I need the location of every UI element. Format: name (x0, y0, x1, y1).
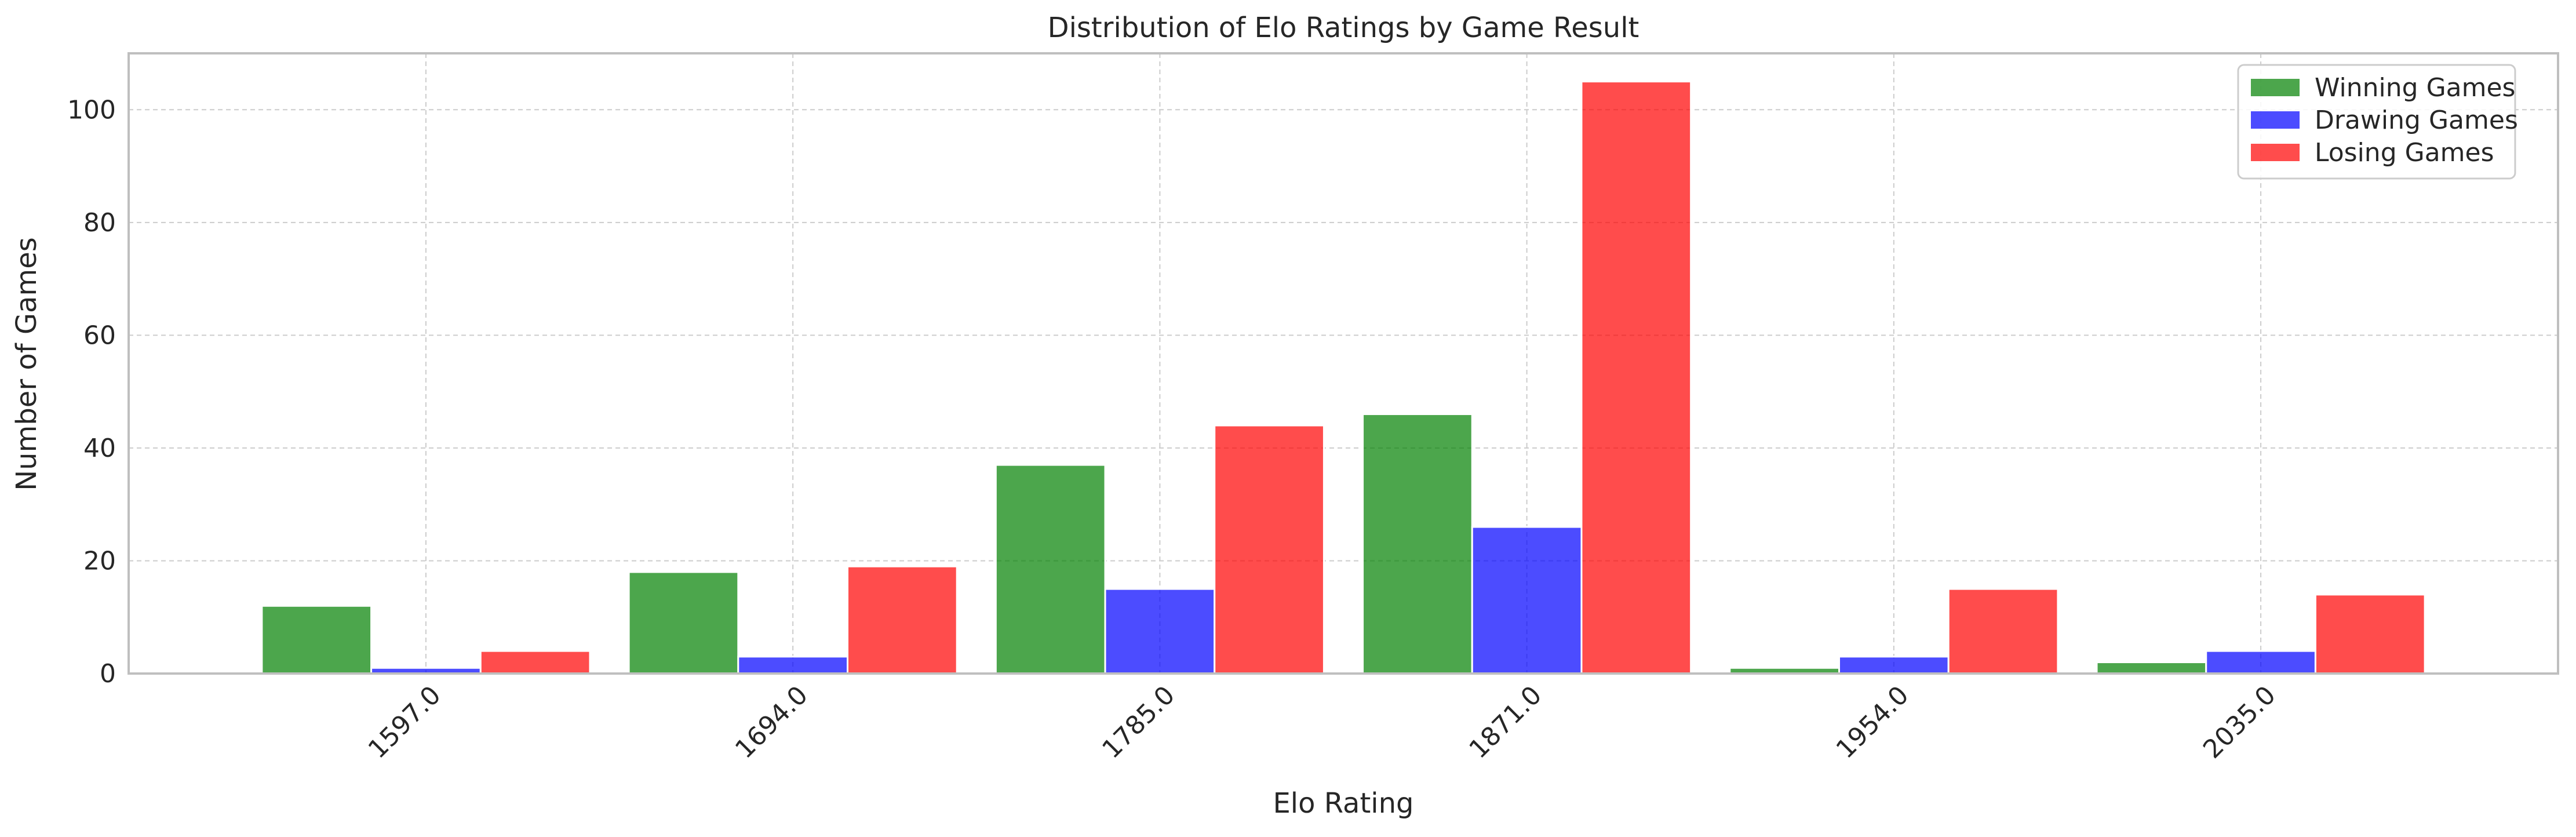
y-tick-label: 60 (83, 321, 116, 350)
x-axis-label: Elo Rating (1273, 787, 1413, 820)
chart-title: Distribution of Elo Ratings by Game Resu… (1048, 12, 1639, 44)
legend-label: Winning Games (2315, 73, 2515, 103)
bar-losing-games (847, 565, 958, 675)
bar-winning-games (2096, 661, 2207, 675)
bar-drawing-games (737, 656, 849, 675)
legend-swatch (2251, 144, 2300, 161)
bar-winning-games (1362, 413, 1473, 675)
y-tick-label: 80 (83, 208, 116, 238)
x-tick-label: 1785.0 (1096, 680, 1180, 765)
x-tick-label: 1871.0 (1463, 680, 1547, 765)
x-tick-label: 2035.0 (2198, 680, 2282, 765)
bar-losing-games (1214, 424, 1325, 675)
y-tick-label: 100 (67, 95, 116, 125)
bar-winning-games (994, 464, 1106, 675)
bar-losing-games (1947, 588, 2059, 675)
y-axis-label: Number of Games (10, 237, 43, 491)
bar-winning-games (261, 605, 373, 675)
x-tick-label: 1597.0 (363, 680, 447, 765)
bar-losing-games (479, 650, 591, 675)
y-tick-label: 0 (100, 659, 116, 689)
legend-swatch (2251, 79, 2300, 96)
bar-winning-games (628, 571, 739, 675)
legend-label: Drawing Games (2315, 105, 2518, 135)
bar-drawing-games (1104, 588, 1216, 675)
y-tick-label: 40 (83, 434, 116, 463)
legend-box (2237, 64, 2516, 180)
legend-swatch (2251, 111, 2300, 129)
x-tick-label: 1694.0 (730, 680, 814, 765)
bar-drawing-games (2205, 650, 2316, 675)
legend-label: Losing Games (2315, 138, 2494, 168)
bar-losing-games (2314, 594, 2426, 675)
y-tick-label: 20 (83, 546, 116, 576)
bar-losing-games (1580, 81, 1692, 675)
bars (261, 81, 2426, 675)
bar-drawing-games (1838, 656, 1950, 675)
plot-frame (127, 52, 2559, 675)
x-tick-label: 1954.0 (1831, 680, 1915, 765)
bar-drawing-games (1471, 526, 1583, 675)
grid (129, 53, 2558, 674)
